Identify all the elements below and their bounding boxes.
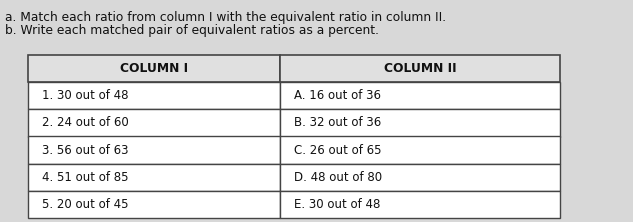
Text: a. Match each ratio from column I with the equivalent ratio in column II.: a. Match each ratio from column I with t… xyxy=(5,11,446,24)
Bar xyxy=(28,137,280,164)
Bar xyxy=(28,164,280,191)
Text: 1. 30 out of 48: 1. 30 out of 48 xyxy=(42,89,128,102)
Text: B. 32 out of 36: B. 32 out of 36 xyxy=(294,116,381,129)
Text: 3. 56 out of 63: 3. 56 out of 63 xyxy=(42,144,128,157)
Text: b. Write each matched pair of equivalent ratios as a percent.: b. Write each matched pair of equivalent… xyxy=(5,24,379,37)
Bar xyxy=(280,137,560,164)
Bar xyxy=(280,55,560,82)
Text: 5. 20 out of 45: 5. 20 out of 45 xyxy=(42,198,128,211)
Text: E. 30 out of 48: E. 30 out of 48 xyxy=(294,198,380,211)
Text: COLUMN II: COLUMN II xyxy=(384,62,456,75)
Bar xyxy=(28,55,280,82)
Bar xyxy=(28,82,280,109)
Text: C. 26 out of 65: C. 26 out of 65 xyxy=(294,144,382,157)
Text: COLUMN I: COLUMN I xyxy=(120,62,188,75)
Bar xyxy=(280,82,560,109)
Bar xyxy=(280,109,560,137)
Bar xyxy=(28,191,280,218)
Text: 2. 24 out of 60: 2. 24 out of 60 xyxy=(42,116,128,129)
Bar xyxy=(28,109,280,137)
Text: 4. 51 out of 85: 4. 51 out of 85 xyxy=(42,171,128,184)
Text: A. 16 out of 36: A. 16 out of 36 xyxy=(294,89,381,102)
Text: D. 48 out of 80: D. 48 out of 80 xyxy=(294,171,382,184)
Bar xyxy=(280,191,560,218)
Bar xyxy=(280,164,560,191)
